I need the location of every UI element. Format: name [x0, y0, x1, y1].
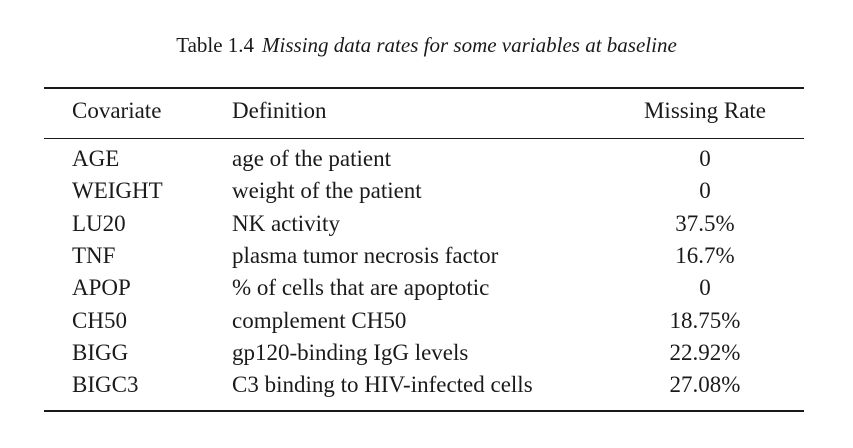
missing-rate-cell: 16.7% — [675, 243, 735, 268]
definition-cell: % of cells that are apoptotic — [232, 275, 490, 300]
missing-rate-cell: 37.5% — [675, 211, 735, 236]
table-row: LU20 NK activity 37.5% — [44, 208, 804, 240]
table-row: CH50 complement CH50 18.75% — [44, 305, 804, 337]
missing-rate-cell: 22.92% — [669, 340, 741, 365]
table-row: AGE age of the patient 0 — [44, 143, 804, 175]
covariate-cell: APOP — [72, 275, 131, 300]
definition-cell: plasma tumor necrosis factor — [232, 243, 499, 268]
missing-rate-cell: 0 — [699, 178, 711, 203]
table-row: BIGG gp120-binding IgG levels 22.92% — [44, 337, 804, 369]
top-rule — [44, 87, 804, 89]
missing-rate-cell: 18.75% — [669, 308, 741, 333]
covariate-cell: BIGC3 — [72, 372, 139, 397]
covariate-cell: WEIGHT — [72, 178, 163, 203]
definition-cell: C3 binding to HIV-infected cells — [232, 372, 533, 397]
covariate-cell: LU20 — [72, 211, 126, 236]
table-caption: Table 1.4 Missing data rates for some var… — [0, 33, 853, 58]
header-missing-rate: Missing Rate — [643, 98, 767, 123]
caption-text: Missing data rates for some variables at… — [262, 33, 677, 57]
definition-cell: weight of the patient — [232, 178, 422, 203]
header-covariate: Covariate — [72, 98, 162, 123]
missing-rate-cell: 0 — [699, 275, 711, 300]
header-definition: Definition — [232, 98, 327, 123]
missing-rate-cell: 0 — [699, 146, 711, 171]
covariate-cell: TNF — [72, 243, 116, 268]
covariate-cell: BIGG — [72, 340, 129, 365]
covariate-cell: CH50 — [72, 308, 127, 333]
table-row: WEIGHT weight of the patient 0 — [44, 175, 804, 207]
definition-cell: gp120-binding IgG levels — [232, 340, 469, 365]
table-row: APOP % of cells that are apoptotic 0 — [44, 272, 804, 304]
table-row: BIGC3 C3 binding to HIV-infected cells 2… — [44, 369, 804, 401]
definition-cell: age of the patient — [232, 146, 392, 171]
definition-cell: complement CH50 — [232, 308, 407, 333]
header-rule — [44, 138, 804, 139]
table-header-row: Covariate Definition Missing Rate — [44, 95, 804, 127]
covariate-cell: AGE — [72, 146, 120, 171]
definition-cell: NK activity — [232, 211, 340, 236]
table-row: TNF plasma tumor necrosis factor 16.7% — [44, 240, 804, 272]
bottom-rule — [44, 410, 804, 412]
missing-rate-cell: 27.08% — [669, 372, 741, 397]
caption-label: Table 1.4 — [176, 33, 255, 57]
